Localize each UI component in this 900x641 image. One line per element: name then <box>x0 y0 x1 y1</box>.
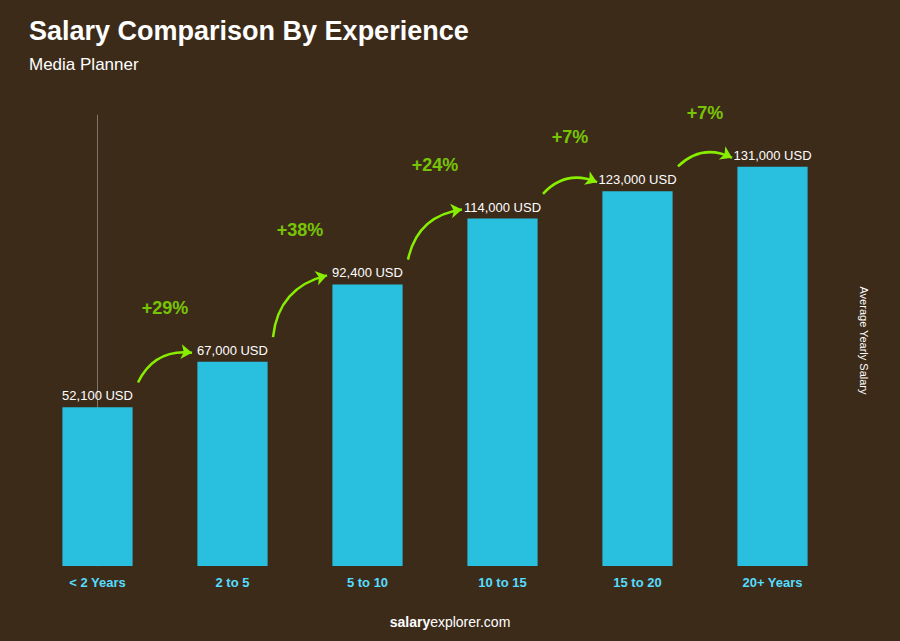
svg-text:Salary Comparison By Experienc: Salary Comparison By Experience <box>29 16 469 46</box>
svg-text:131,000 USD: 131,000 USD <box>733 148 811 163</box>
svg-text:+7%: +7% <box>687 103 724 123</box>
svg-text:salary: salary <box>390 614 431 630</box>
svg-text:< 2 Years: < 2 Years <box>69 575 126 590</box>
svg-text:+24%: +24% <box>412 155 459 175</box>
svg-text:114,000 USD: 114,000 USD <box>464 200 541 215</box>
svg-text:explorer.com: explorer.com <box>430 614 510 630</box>
svg-text:5 to 10: 5 to 10 <box>347 575 388 590</box>
svg-text:Average Yearly Salary: Average Yearly Salary <box>858 286 870 395</box>
svg-text:2 to 5: 2 to 5 <box>216 575 250 590</box>
svg-text:+38%: +38% <box>277 220 324 240</box>
svg-text:+7%: +7% <box>552 127 589 147</box>
svg-text:10 to 15: 10 to 15 <box>478 575 526 590</box>
svg-text:20+ Years: 20+ Years <box>742 575 802 590</box>
svg-text:Media Planner: Media Planner <box>29 55 139 74</box>
svg-text:52,100 USD: 52,100 USD <box>62 388 133 403</box>
svg-text:15 to 20: 15 to 20 <box>613 575 661 590</box>
svg-text:+29%: +29% <box>142 298 189 318</box>
svg-text:92,400 USD: 92,400 USD <box>332 265 403 280</box>
svg-text:123,000 USD: 123,000 USD <box>598 172 676 187</box>
svg-text:67,000 USD: 67,000 USD <box>197 343 268 358</box>
